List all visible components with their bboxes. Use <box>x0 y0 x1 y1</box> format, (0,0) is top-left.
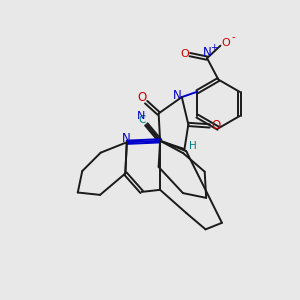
Text: N: N <box>203 46 212 59</box>
Text: +: + <box>210 43 218 52</box>
Text: O: O <box>221 38 230 48</box>
Text: N: N <box>173 89 182 102</box>
Text: O: O <box>137 91 146 104</box>
Text: H: H <box>189 141 197 151</box>
Text: N: N <box>137 111 145 121</box>
Text: O: O <box>180 49 189 59</box>
Text: -: - <box>231 32 235 42</box>
Text: C: C <box>139 115 146 125</box>
Text: N: N <box>122 132 130 145</box>
Text: O: O <box>211 119 220 132</box>
